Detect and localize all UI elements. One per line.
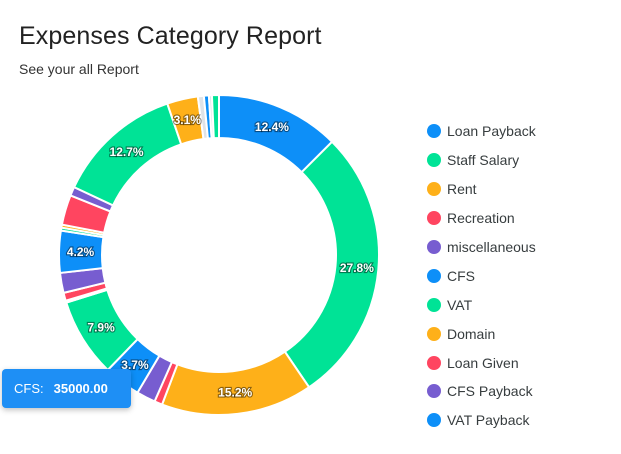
legend-label: Domain — [447, 325, 496, 342]
legend-label: VAT Payback — [447, 412, 530, 429]
legend-marker-icon — [427, 240, 441, 254]
slice-data-label-7: 3.1% — [174, 113, 202, 127]
legend-item-8[interactable]: Loan Given — [427, 348, 536, 377]
slice-data-label-1: 27.8% — [340, 261, 374, 275]
slice-data-label-4: 7.9% — [87, 321, 115, 335]
legend-marker-icon — [427, 153, 441, 168]
chart-legend: Loan Payback Staff Salary Rent Recreation mi… — [427, 117, 536, 435]
legend-item-9[interactable]: CFS Payback — [427, 377, 536, 406]
slice-data-label-6: 12.7% — [110, 145, 144, 159]
legend-label: CFS Payback — [447, 383, 533, 400]
donut-slice-20[interactable] — [210, 93, 220, 140]
legend-item-2[interactable]: Rent — [427, 175, 536, 204]
legend-label: miscellaneous — [447, 239, 536, 255]
legend-item-5[interactable]: CFS — [427, 261, 536, 290]
legend-marker-icon — [427, 297, 441, 312]
legend-label: Rent — [447, 181, 477, 198]
legend-label: Loan Payback — [447, 123, 536, 140]
legend-marker-icon — [427, 124, 441, 139]
slice-data-label-0: 12.4% — [255, 120, 289, 134]
legend-item-4[interactable]: miscellaneous — [427, 233, 536, 262]
legend-label: VAT — [447, 296, 473, 313]
legend-item-3[interactable]: Recreation — [427, 204, 536, 233]
legend-marker-icon — [427, 211, 441, 226]
legend-marker-icon — [427, 268, 441, 283]
legend-item-6[interactable]: VAT — [427, 290, 536, 319]
slice-data-label-5: 4.2% — [67, 245, 95, 259]
legend-marker-icon — [427, 182, 441, 197]
legend-marker-icon — [427, 326, 441, 341]
tooltip-value: 35000.00 — [53, 381, 108, 396]
slice-data-label-2: 15.2% — [218, 386, 252, 400]
legend-marker-icon — [427, 355, 441, 370]
legend-label: CFS — [447, 267, 475, 284]
legend-marker-icon — [427, 413, 441, 428]
chart-tooltip: CFS: 35000.00 — [2, 369, 131, 408]
tooltip-label: CFS: — [14, 381, 44, 396]
legend-item-0[interactable]: Loan Payback — [427, 117, 536, 146]
legend-marker-icon — [427, 384, 441, 399]
legend-label: Loan Given — [447, 354, 519, 371]
legend-item-7[interactable]: Domain — [427, 319, 536, 348]
legend-label: Staff Salary — [447, 152, 520, 169]
legend-item-10[interactable]: VAT Payback — [427, 406, 536, 435]
donut-slice-2[interactable] — [160, 350, 311, 416]
page-subtitle: See your all Report — [19, 61, 139, 77]
legend-label: Recreation — [447, 210, 515, 227]
page-title: Expenses Category Report — [19, 22, 322, 50]
legend-item-1[interactable]: Staff Salary — [427, 146, 536, 175]
